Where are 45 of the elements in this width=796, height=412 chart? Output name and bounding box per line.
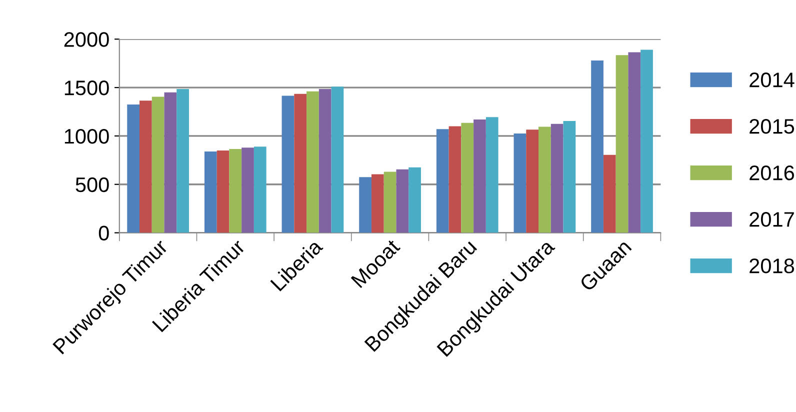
bar <box>140 100 152 233</box>
bar <box>408 167 421 233</box>
bar <box>294 94 307 233</box>
y-tick-label: 0 <box>98 226 109 241</box>
bar <box>591 60 604 233</box>
bar <box>318 89 332 233</box>
bar <box>216 150 230 233</box>
y-tick-label: 500 <box>76 177 109 192</box>
bar <box>254 146 266 233</box>
bar <box>628 52 641 233</box>
bar <box>204 151 217 233</box>
legend-label: 2014 <box>750 72 794 88</box>
legend-label: 2015 <box>750 119 794 134</box>
bar <box>127 104 140 233</box>
y-tick-label: 2000 <box>64 32 109 47</box>
bar <box>229 149 242 233</box>
y-tick-label: 1000 <box>64 128 109 144</box>
bar <box>448 126 462 233</box>
bar <box>176 89 189 233</box>
bar <box>282 96 294 233</box>
bar <box>603 154 616 233</box>
legend-label: 2016 <box>750 166 794 180</box>
bar <box>242 148 254 233</box>
bar <box>436 129 449 233</box>
legend-label: 2018 <box>750 258 794 274</box>
bar <box>514 134 526 233</box>
bar <box>474 120 486 233</box>
bar <box>384 172 396 233</box>
bar <box>640 50 653 233</box>
bar <box>371 174 384 233</box>
bar <box>550 124 564 233</box>
bar <box>486 117 498 233</box>
bar <box>306 91 319 233</box>
bar <box>526 130 539 233</box>
bar <box>396 169 409 233</box>
legend-label: 2017 <box>750 212 794 227</box>
y-tick-label: 1500 <box>64 80 109 96</box>
bar <box>616 55 628 233</box>
bar <box>461 122 474 233</box>
bar <box>164 92 177 233</box>
bar <box>538 126 551 233</box>
bar <box>331 86 344 233</box>
bar <box>359 177 372 233</box>
bar <box>152 96 164 233</box>
bar <box>563 120 576 233</box>
